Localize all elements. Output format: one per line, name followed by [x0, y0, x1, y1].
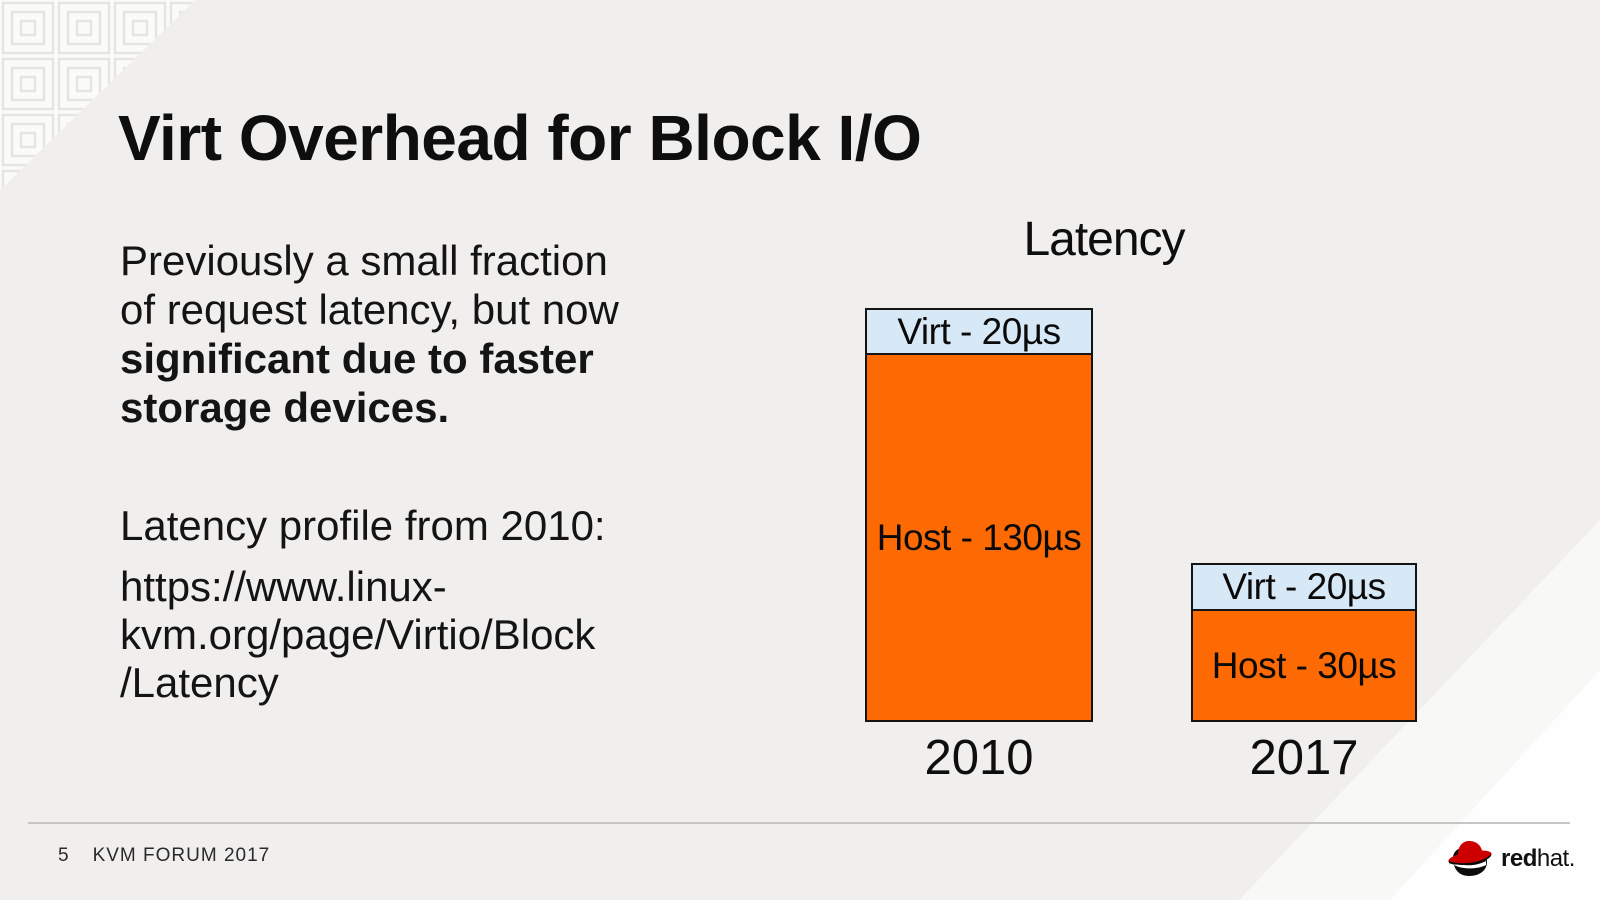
category-label-2010: 2010: [924, 731, 1034, 785]
logo-text-red: red: [1501, 845, 1537, 872]
bar-2017: Virt - 20µs Host - 30µs: [1191, 563, 1417, 722]
intro-line: of request latency, but now: [120, 286, 619, 333]
logo-text-hat: hat.: [1536, 845, 1576, 872]
bar-2010: Virt - 20µs Host - 130µs: [865, 308, 1093, 722]
segment-label: Host - 30µs: [1211, 644, 1397, 686]
page-number: 5: [58, 845, 69, 866]
footer: 5 KVM FORUM 2017: [58, 845, 270, 867]
latency-profile-label: Latency profile from 2010:: [120, 502, 606, 549]
segment-host-2017: Host - 30µs: [1191, 609, 1417, 722]
segment-virt-2017: Virt - 20µs: [1191, 563, 1417, 611]
redhat-logo: redhat.: [1443, 836, 1575, 882]
page-title: Virt Overhead for Block I/O: [118, 102, 922, 174]
segment-label: Virt - 20µs: [1222, 566, 1386, 607]
segment-virt-2010: Virt - 20µs: [865, 308, 1093, 355]
segment-label: Virt - 20µs: [897, 310, 1061, 352]
reference-url: https://www.linux-kvm.org/page/Virtio/Bl…: [120, 563, 595, 707]
segment-label: Host - 130µs: [876, 516, 1082, 558]
intro-paragraph: Previously a small fraction of request la…: [120, 236, 619, 432]
redhat-hat-icon: [1448, 841, 1492, 876]
redhat-logo-text: redhat.: [1501, 845, 1575, 873]
event-name: KVM FORUM 2017: [92, 845, 271, 866]
url-line: /Latency: [120, 659, 279, 706]
url-line: https://www.linux-: [120, 563, 447, 610]
url-line: kvm.org/page/Virtio/Block: [120, 611, 596, 658]
intro-line: Previously a small fraction: [120, 237, 608, 284]
chart-title: Latency: [1023, 213, 1185, 266]
corner-pattern-decoration: [0, 0, 195, 190]
intro-line: significant due to faster: [120, 335, 594, 382]
intro-line: storage devices.: [120, 384, 450, 431]
footer-divider: [28, 822, 1570, 824]
category-label-2017: 2017: [1249, 731, 1359, 785]
segment-host-2010: Host - 130µs: [865, 353, 1093, 722]
